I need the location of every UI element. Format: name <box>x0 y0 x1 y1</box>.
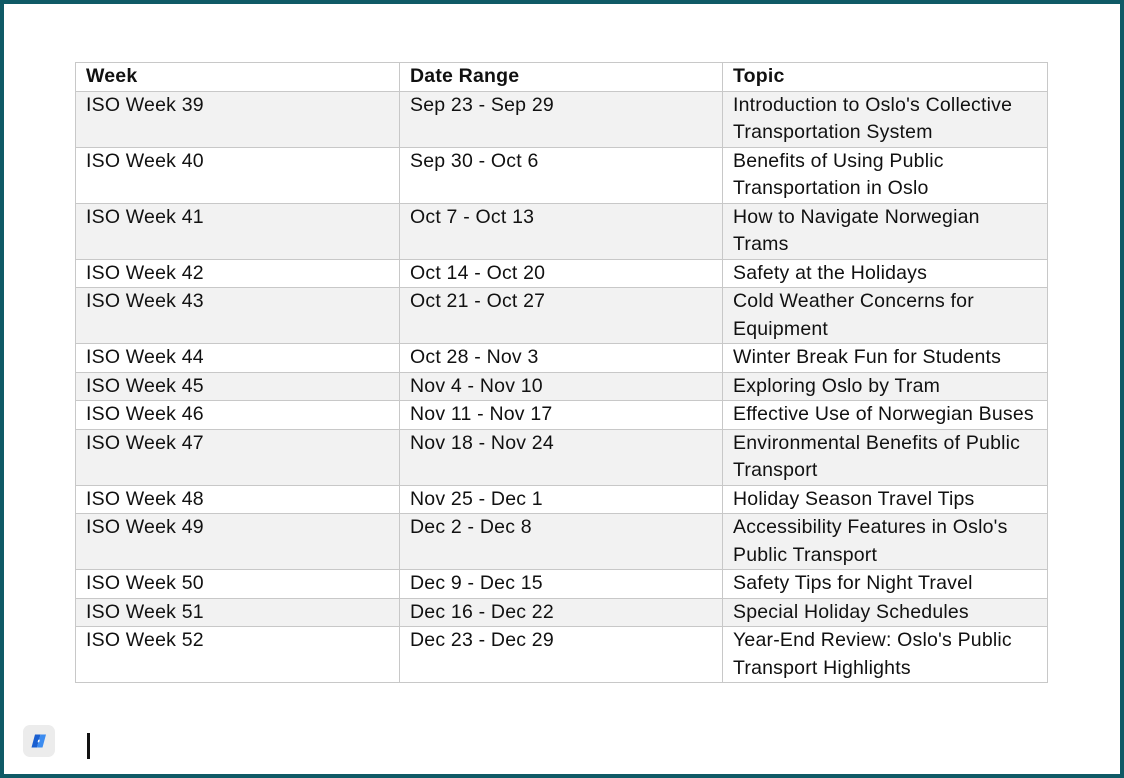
table-row: ISO Week 44 Oct 28 - Nov 3 Winter Break … <box>75 343 1048 373</box>
table-row: ISO Week 42 Oct 14 - Oct 20 Safety at th… <box>75 258 1048 288</box>
table-row: ISO Week 52 Dec 23 - Dec 29 Year-End Rev… <box>75 626 1048 683</box>
cell-topic[interactable]: Year-End Review: Oslo's Public Transport… <box>722 626 1048 683</box>
cell-topic[interactable]: Exploring Oslo by Tram <box>722 371 1048 401</box>
cell-date-range[interactable]: Oct 14 - Oct 20 <box>399 258 723 288</box>
table-row: ISO Week 43 Oct 21 - Oct 27 Cold Weather… <box>75 287 1048 344</box>
cell-week[interactable]: ISO Week 48 <box>75 484 400 514</box>
cell-date-range[interactable]: Oct 21 - Oct 27 <box>399 287 723 344</box>
cell-topic[interactable]: Introduction to Oslo's Collective Transp… <box>722 90 1048 148</box>
table-header: Week Date Range Topic <box>75 62 1048 92</box>
text-cursor <box>87 733 90 759</box>
cell-date-range[interactable]: Oct 28 - Nov 3 <box>399 343 723 373</box>
cell-date-range[interactable]: Dec 2 - Dec 8 <box>399 513 723 570</box>
cell-date-range[interactable]: Dec 16 - Dec 22 <box>399 597 723 627</box>
cell-week[interactable]: ISO Week 46 <box>75 400 400 430</box>
cell-date-range[interactable]: Nov 11 - Nov 17 <box>399 400 723 430</box>
cell-topic[interactable]: Winter Break Fun for Students <box>722 343 1048 373</box>
cell-date-range[interactable]: Nov 4 - Nov 10 <box>399 371 723 401</box>
cell-topic[interactable]: Cold Weather Concerns for Equipment <box>722 287 1048 344</box>
cell-week[interactable]: ISO Week 43 <box>75 287 400 344</box>
cell-week[interactable]: ISO Week 45 <box>75 371 400 401</box>
cell-date-range[interactable]: Sep 23 - Sep 29 <box>399 90 723 148</box>
table-row: ISO Week 47 Nov 18 - Nov 24 Environmenta… <box>75 428 1048 486</box>
cell-week[interactable]: ISO Week 52 <box>75 626 400 683</box>
cell-date-range[interactable]: Sep 30 - Oct 6 <box>399 146 723 204</box>
cell-topic[interactable]: Effective Use of Norwegian Buses <box>722 400 1048 430</box>
table-row: ISO Week 41 Oct 7 - Oct 13 How to Naviga… <box>75 202 1048 260</box>
header-row: Week Date Range Topic <box>75 62 1048 92</box>
cell-week[interactable]: ISO Week 44 <box>75 343 400 373</box>
cell-topic[interactable]: Accessibility Features in Oslo's Public … <box>722 513 1048 570</box>
cell-topic[interactable]: Environmental Benefits of Public Transpo… <box>722 428 1048 486</box>
table-row: ISO Week 50 Dec 9 - Dec 15 Safety Tips f… <box>75 569 1048 599</box>
cell-date-range[interactable]: Nov 18 - Nov 24 <box>399 428 723 486</box>
cell-date-range[interactable]: Oct 7 - Oct 13 <box>399 202 723 260</box>
schedule-table: Week Date Range Topic ISO Week 39 Sep 23… <box>75 62 1048 683</box>
table-row: ISO Week 49 Dec 2 - Dec 8 Accessibility … <box>75 513 1048 570</box>
cell-week[interactable]: ISO Week 51 <box>75 597 400 627</box>
header-week[interactable]: Week <box>75 62 400 92</box>
cell-date-range[interactable]: Dec 23 - Dec 29 <box>399 626 723 683</box>
cell-week[interactable]: ISO Week 40 <box>75 146 400 204</box>
table-row: ISO Week 39 Sep 23 - Sep 29 Introduction… <box>75 90 1048 148</box>
copilot-icon <box>30 732 48 750</box>
cell-week[interactable]: ISO Week 50 <box>75 569 400 599</box>
header-date-range[interactable]: Date Range <box>399 62 723 92</box>
table-row: ISO Week 48 Nov 25 - Dec 1 Holiday Seaso… <box>75 484 1048 514</box>
cell-week[interactable]: ISO Week 41 <box>75 202 400 260</box>
header-topic[interactable]: Topic <box>722 62 1048 92</box>
table-row: ISO Week 40 Sep 30 - Oct 6 Benefits of U… <box>75 146 1048 204</box>
cell-week[interactable]: ISO Week 49 <box>75 513 400 570</box>
copilot-button[interactable] <box>23 725 55 757</box>
cell-week[interactable]: ISO Week 42 <box>75 258 400 288</box>
cell-date-range[interactable]: Nov 25 - Dec 1 <box>399 484 723 514</box>
cell-topic[interactable]: Holiday Season Travel Tips <box>722 484 1048 514</box>
cell-week[interactable]: ISO Week 47 <box>75 428 400 486</box>
cell-week[interactable]: ISO Week 39 <box>75 90 400 148</box>
cell-topic[interactable]: Special Holiday Schedules <box>722 597 1048 627</box>
cell-topic[interactable]: Safety at the Holidays <box>722 258 1048 288</box>
table-row: ISO Week 45 Nov 4 - Nov 10 Exploring Osl… <box>75 371 1048 401</box>
table-body: ISO Week 39 Sep 23 - Sep 29 Introduction… <box>75 90 1048 683</box>
cell-topic[interactable]: How to Navigate Norwegian Trams <box>722 202 1048 260</box>
table-row: ISO Week 51 Dec 16 - Dec 22 Special Holi… <box>75 597 1048 627</box>
cell-topic[interactable]: Safety Tips for Night Travel <box>722 569 1048 599</box>
table-row: ISO Week 46 Nov 11 - Nov 17 Effective Us… <box>75 400 1048 430</box>
document-page: Week Date Range Topic ISO Week 39 Sep 23… <box>4 4 1120 774</box>
cell-date-range[interactable]: Dec 9 - Dec 15 <box>399 569 723 599</box>
cell-topic[interactable]: Benefits of Using Public Transportation … <box>722 146 1048 204</box>
